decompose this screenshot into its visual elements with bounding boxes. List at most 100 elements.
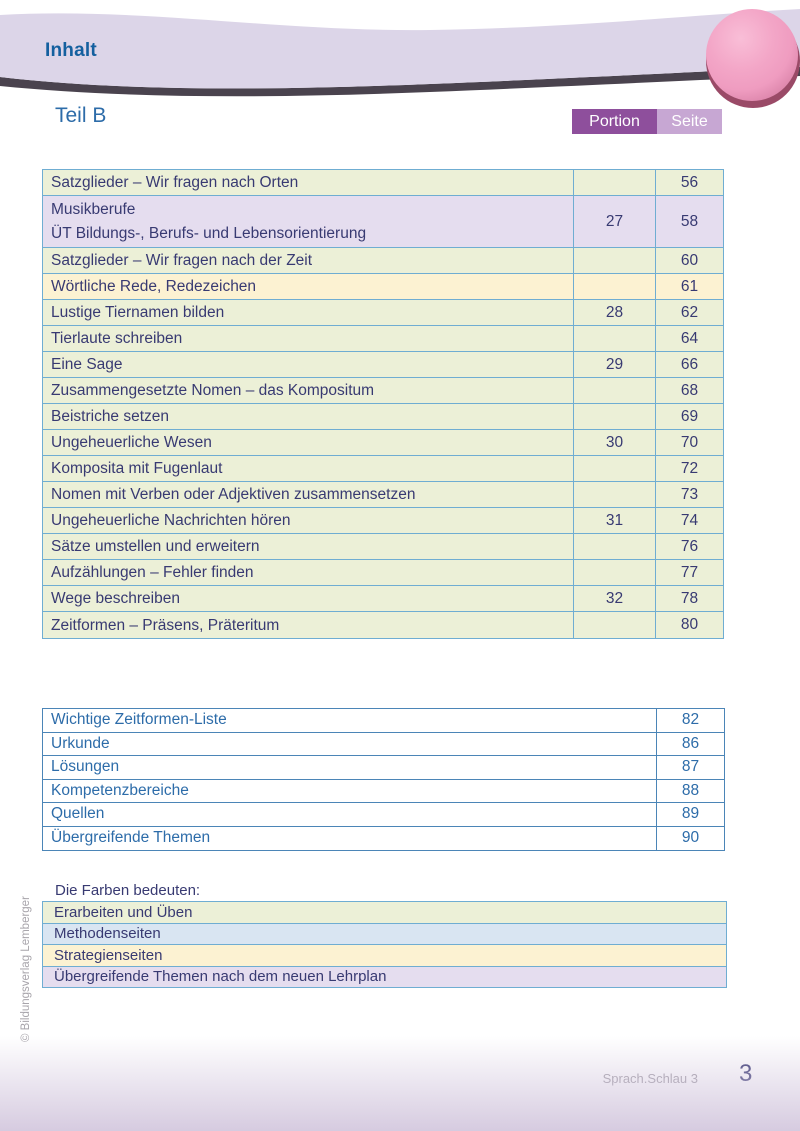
toc-entry-portion (573, 274, 655, 299)
toc-entry-page: 60 (655, 248, 723, 273)
toc-entry-portion: 29 (573, 352, 655, 377)
toc-entry-page: 76 (655, 534, 723, 559)
table-row: Wege beschreiben 32 78 (43, 586, 723, 612)
toc-entry-title: Komposita mit Fugenlaut (51, 460, 223, 477)
table-row: Beistriche setzen 69 (43, 404, 723, 430)
table-row: Satzglieder – Wir fragen nach der Zeit 6… (43, 248, 723, 274)
table-row: Musikberufe ÜT Bildungs-, Berufs- und Le… (43, 196, 723, 248)
toc-entry-page: 68 (655, 378, 723, 403)
toc-entry-title: Wege beschreiben (51, 590, 180, 607)
back-entry-page: 90 (656, 826, 724, 850)
color-legend: Erarbeiten und Üben Methodenseiten Strat… (42, 901, 727, 988)
column-header-seite: Seite (657, 109, 722, 134)
toc-entry-page: 61 (655, 274, 723, 299)
toc-entry-page: 78 (655, 586, 723, 611)
legend-heading: Die Farben bedeuten: (55, 882, 201, 899)
table-row: Lösungen 87 (43, 756, 724, 780)
toc-entry-portion: 31 (573, 508, 655, 533)
table-row: Ungeheuerliche Nachrichten hören 31 74 (43, 508, 723, 534)
toc-entry-title: Nomen mit Verben oder Adjektiven zusamme… (51, 486, 416, 503)
section-title: Teil B (55, 104, 107, 127)
toc-entry-title: Sätze umstellen und erweitern (51, 538, 260, 555)
table-row: Wörtliche Rede, Redezeichen 61 (43, 274, 723, 300)
legend-item: Strategienseiten (42, 944, 727, 967)
toc-entry-title: Zusammengesetzte Nomen – das Kompositum (51, 382, 375, 399)
toc-entry-page: 70 (655, 430, 723, 455)
table-row: Quellen 89 (43, 803, 724, 827)
toc-entry-title: Zeitformen – Präsens, Präteritum (51, 616, 280, 634)
back-entry-page: 88 (656, 779, 724, 802)
table-row: Satzglieder – Wir fragen nach Orten 56 (43, 170, 723, 196)
toc-entry-page: 56 (655, 170, 723, 195)
toc-entry-portion: 28 (573, 300, 655, 325)
toc-entry-title: Satzglieder – Wir fragen nach Orten (51, 174, 299, 191)
table-row: Komposita mit Fugenlaut 72 (43, 456, 723, 482)
table-row: Urkunde 86 (43, 732, 724, 756)
toc-entry-portion (573, 482, 655, 507)
toc-entry-page: 62 (655, 300, 723, 325)
toc-entry-page: 74 (655, 508, 723, 533)
legend-item: Methodenseiten (42, 922, 727, 945)
back-entry-page: 86 (656, 732, 724, 755)
back-entry-title: Lösungen (51, 758, 120, 776)
pink-circle-decoration (706, 9, 798, 101)
table-row: Ungeheuerliche Wesen 30 70 (43, 430, 723, 456)
toc-entry-page: 64 (655, 326, 723, 351)
toc-entry-portion (573, 612, 655, 638)
toc-entry-title: Satzglieder – Wir fragen nach der Zeit (51, 252, 313, 269)
band-fill (0, 9, 800, 89)
toc-entry-portion (573, 248, 655, 273)
toc-entry-title: Wörtliche Rede, Redezeichen (51, 278, 257, 295)
header-wave-band (0, 9, 800, 108)
toc-entry-title: Eine Sage (51, 356, 123, 373)
table-row: Tierlaute schreiben 64 (43, 326, 723, 352)
toc-entry-title: Aufzählungen – Fehler finden (51, 564, 254, 581)
table-row: Zusammengesetzte Nomen – das Kompositum … (43, 378, 723, 404)
toc-entry-title: Beistriche setzen (51, 408, 170, 425)
toc-entry-portion: 32 (573, 586, 655, 611)
copyright-sidebar-text: © Bildungsverlag Lemberger (20, 896, 32, 1042)
back-entry-title: Wichtige Zeitformen-Liste (51, 711, 227, 729)
page-title: Inhalt (45, 40, 97, 61)
toc-entry-portion: 27 (573, 196, 655, 247)
toc-entry-portion (573, 326, 655, 351)
table-row: Lustige Tiernamen bilden 28 62 (43, 300, 723, 326)
legend-item: Übergreifende Themen nach dem neuen Lehr… (42, 965, 727, 988)
band-shadow-wave (0, 67, 800, 97)
toc-table: Satzglieder – Wir fragen nach Orten 56 M… (42, 169, 724, 639)
back-entry-title: Kompetenzbereiche (51, 781, 189, 799)
table-row: Wichtige Zeitformen-Liste 82 (43, 709, 724, 733)
toc-entry-portion (573, 456, 655, 481)
table-row: Aufzählungen – Fehler finden 77 (43, 560, 723, 586)
toc-entry-portion (573, 560, 655, 585)
legend-item: Erarbeiten und Üben (42, 901, 727, 924)
toc-entry-portion (573, 534, 655, 559)
toc-entry-page: 66 (655, 352, 723, 377)
back-entry-title: Quellen (51, 805, 105, 823)
table-row: Zeitformen – Präsens, Präteritum 80 (43, 612, 723, 638)
toc-entry-title: Lustige Tiernamen bilden (51, 304, 225, 321)
table-row: Sätze umstellen und erweitern 76 (43, 534, 723, 560)
table-row: Eine Sage 29 66 (43, 352, 723, 378)
back-entry-title: Urkunde (51, 734, 110, 752)
toc-entry-page: 80 (655, 612, 723, 638)
toc-entry-page: 58 (655, 196, 723, 247)
toc-entry-page: 72 (655, 456, 723, 481)
back-entry-page: 87 (656, 756, 724, 779)
toc-entry-page: 73 (655, 482, 723, 507)
toc-entry-page: 69 (655, 404, 723, 429)
footer-page-number: 3 (739, 1060, 753, 1087)
back-entry-page: 89 (656, 803, 724, 826)
back-matter-table: Wichtige Zeitformen-Liste 82 Urkunde 86 … (42, 708, 725, 851)
back-entry-title: Übergreifende Themen (51, 829, 211, 847)
toc-entry-title: Tierlaute schreiben (51, 330, 183, 347)
back-entry-page: 82 (656, 709, 724, 732)
toc-entry-title: Ungeheuerliche Nachrichten hören (51, 512, 291, 529)
column-header: Portion Seite (572, 109, 722, 134)
toc-entry-portion (573, 404, 655, 429)
table-row: Nomen mit Verben oder Adjektiven zusamme… (43, 482, 723, 508)
toc-entry-portion: 30 (573, 430, 655, 455)
toc-entry-portion (573, 170, 655, 195)
footer-book-title: Sprach.Schlau 3 (602, 1071, 698, 1086)
